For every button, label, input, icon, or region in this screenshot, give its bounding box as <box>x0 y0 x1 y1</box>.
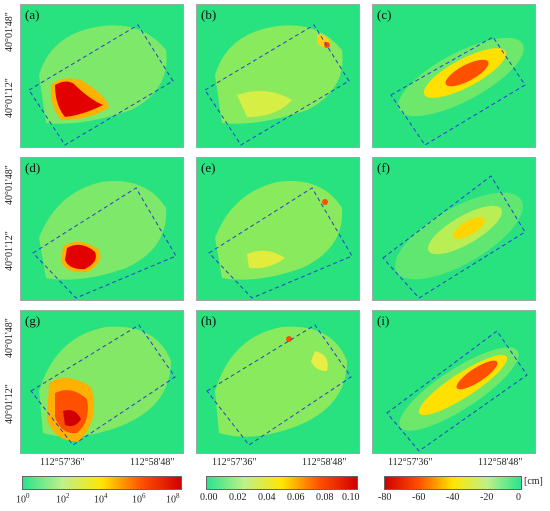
colorbar-cm-tick: 0 <box>516 492 521 503</box>
colorbar-linear-tick: 0.10 <box>342 492 360 503</box>
lon-label-left: 112°57'36" <box>212 457 257 468</box>
panel-label: (i) <box>377 313 390 328</box>
colorbar-unit: [cm] <box>524 476 543 487</box>
map-d <box>32 181 177 299</box>
lat-label-top: 40°01'48" <box>4 165 15 205</box>
map-c <box>390 36 526 146</box>
lon-label-right: 112°58'48" <box>478 457 523 468</box>
panel-label: (f) <box>377 160 390 175</box>
lon-label-left: 112°57'36" <box>388 457 433 468</box>
lat-label-mid: 40°01'12" <box>4 231 15 271</box>
panel-label: (b) <box>201 7 217 22</box>
colorbar-log <box>22 476 182 490</box>
colorbar-linear-tick: 0.08 <box>316 492 334 503</box>
map-g <box>30 324 176 446</box>
panel-label: (h) <box>201 313 217 328</box>
map-e <box>208 181 353 299</box>
lat-label-top: 40°01'48" <box>4 318 15 358</box>
panel-i: (i) <box>372 310 536 454</box>
map-i <box>386 330 528 452</box>
panel-e: (e) <box>196 157 360 301</box>
colorbar-cm-tick: -40 <box>446 492 460 503</box>
colorbar-linear <box>206 476 358 490</box>
colorbar-log-tick: 102 <box>56 492 70 506</box>
colorbar-linear-tick: 0.02 <box>229 492 247 503</box>
lon-label-right: 112°58'48" <box>130 457 175 468</box>
map-b <box>204 24 350 146</box>
panel-label: (a) <box>25 7 40 22</box>
panel-h: (h) <box>196 310 360 454</box>
lon-label-left: 112°57'36" <box>40 457 85 468</box>
colorbar-log-tick: 106 <box>132 492 146 506</box>
map-h <box>206 324 352 446</box>
lon-label-right: 112°58'48" <box>302 457 347 468</box>
lat-label-top: 40°01'48" <box>4 12 15 52</box>
panel-d: (d) <box>20 157 184 301</box>
panel-a: (a) <box>20 4 184 148</box>
panel-label: (c) <box>377 7 392 22</box>
panel-f: (f) <box>372 157 536 301</box>
colorbar-log-tick: 100 <box>16 492 30 506</box>
map-f <box>382 175 526 299</box>
colorbar-cm-tick: -60 <box>412 492 426 503</box>
colorbar-log-tick: 108 <box>166 492 180 506</box>
lat-label-mid: 40°01'12" <box>4 78 15 118</box>
panel-label: (e) <box>201 160 216 175</box>
colorbar-log-tick: 104 <box>94 492 108 506</box>
panel-g: (g) <box>20 310 184 454</box>
colorbar-linear-tick: 0.04 <box>258 492 276 503</box>
colorbar-cm-tick: -20 <box>480 492 494 503</box>
panel-b: (b) <box>196 4 360 148</box>
panel-c: (c) <box>372 4 536 148</box>
panel-label: (d) <box>25 160 41 175</box>
map-a <box>28 24 174 146</box>
colorbar-cm-tick: -80 <box>378 492 392 503</box>
colorbar-cm <box>384 476 522 490</box>
colorbar-linear-tick: 0.06 <box>287 492 305 503</box>
panel-label: (g) <box>25 313 41 328</box>
lat-label-mid: 40°01'12" <box>4 384 15 424</box>
colorbar-linear-tick: 0.00 <box>200 492 218 503</box>
